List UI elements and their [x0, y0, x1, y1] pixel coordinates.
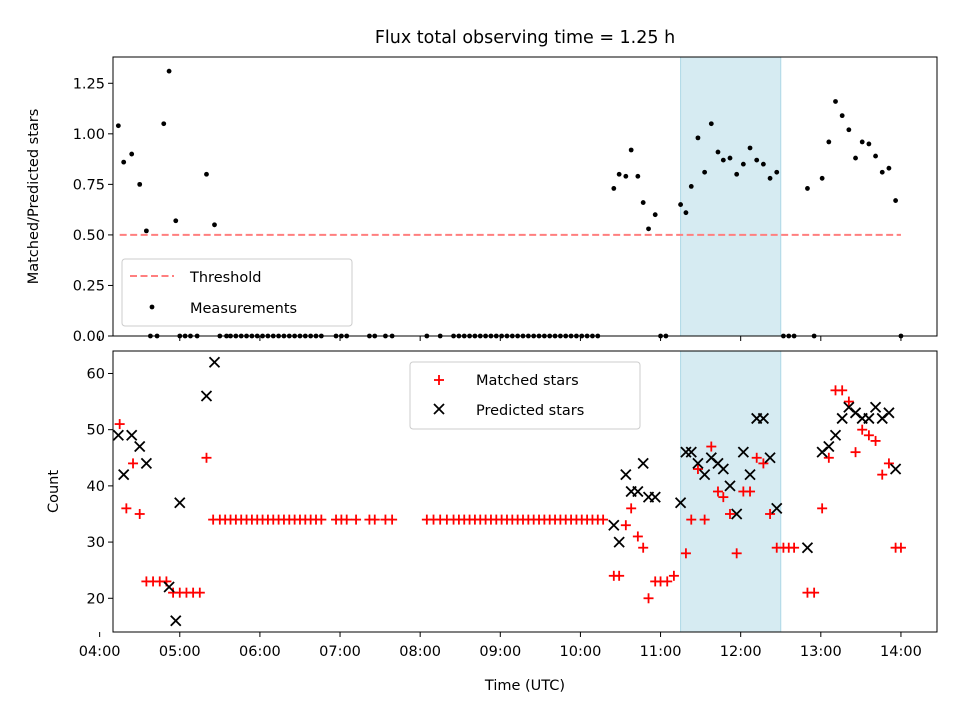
y-tick-label: 50 — [87, 423, 105, 439]
measurement-point — [696, 135, 701, 140]
legend-measurements-swatch — [150, 305, 155, 310]
x-tick-label: 09:00 — [479, 644, 521, 660]
x-tick-label: 14:00 — [880, 644, 922, 660]
measurement-point — [678, 202, 683, 207]
measurement-point — [623, 174, 628, 179]
measurement-point — [734, 172, 739, 177]
measurement-point — [748, 146, 753, 151]
measurement-point — [129, 152, 134, 157]
measurement-point — [646, 226, 651, 231]
y-tick-label: 40 — [87, 479, 105, 495]
highlight-span-bottom — [681, 351, 781, 632]
highlight-span-rect — [681, 57, 781, 336]
legend-threshold-label: Threshold — [189, 270, 261, 286]
measurement-point — [853, 156, 858, 161]
x-tick-label: 04:00 — [79, 644, 121, 660]
measurement-point — [873, 154, 878, 159]
chart-figure: Flux total observing time = 1.25 h Match… — [0, 0, 960, 720]
legend-measurements-label: Measurements — [190, 301, 297, 317]
measurement-point — [893, 198, 898, 203]
measurement-point — [212, 222, 217, 227]
measurement-point — [774, 170, 779, 175]
measurement-point — [611, 186, 616, 191]
y-tick-label: 1.00 — [73, 127, 105, 143]
measurement-point — [137, 182, 142, 187]
y-tick-label: 0.25 — [73, 278, 105, 294]
measurement-point — [161, 121, 166, 126]
measurement-point — [840, 113, 845, 118]
measurement-point — [144, 228, 149, 233]
measurement-point — [880, 170, 885, 175]
highlight-span-top — [681, 57, 781, 336]
x-tick-label: 13:00 — [800, 644, 842, 660]
measurement-point — [728, 156, 733, 161]
measurement-point — [833, 99, 838, 104]
x-tick-label: 06:00 — [239, 644, 281, 660]
x-axis-label: Time (UTC) — [484, 678, 565, 694]
measurement-point — [741, 162, 746, 167]
x-tick-label: 05:00 — [159, 644, 201, 660]
measurement-point — [689, 184, 694, 189]
measurement-point — [754, 158, 759, 163]
legend-bottom: Matched stars Predicted stars — [410, 362, 640, 429]
y-tick-label: 1.25 — [73, 76, 105, 92]
measurement-point — [887, 166, 892, 171]
measurement-point — [204, 172, 209, 177]
measurement-point — [826, 140, 831, 145]
legend-matched-label: Matched stars — [476, 373, 579, 389]
measurement-point — [805, 186, 810, 191]
y-axis-label-ratio: Matched/Predicted stars — [26, 109, 42, 285]
measurement-point — [116, 123, 121, 128]
measurement-point — [709, 121, 714, 126]
y-tick-label: 0.75 — [73, 177, 105, 193]
highlight-span-rect — [681, 351, 781, 632]
x-tick-label: 07:00 — [319, 644, 361, 660]
y-tick-label: 0.00 — [73, 329, 105, 345]
x-tick-label: 12:00 — [720, 644, 762, 660]
measurement-point — [684, 210, 689, 215]
measurement-point — [846, 127, 851, 132]
measurement-point — [635, 174, 640, 179]
measurement-point — [173, 218, 178, 223]
x-tick-label: 08:00 — [399, 644, 441, 660]
measurement-point — [617, 172, 622, 177]
measurement-point — [866, 142, 871, 147]
measurement-point — [702, 170, 707, 175]
measurement-point — [761, 162, 766, 167]
measurement-point — [167, 69, 172, 74]
measurement-point — [629, 148, 634, 153]
measurement-point — [820, 176, 825, 181]
measurement-point — [653, 212, 658, 217]
y-tick-label: 20 — [87, 591, 105, 607]
y-tick-label: 30 — [87, 535, 105, 551]
measurement-point — [121, 160, 126, 165]
measurement-point — [860, 140, 865, 145]
measurement-point — [716, 150, 721, 155]
measurement-point — [641, 200, 646, 205]
legend-top: Threshold Measurements — [122, 259, 352, 326]
y-tick-label: 60 — [87, 366, 105, 382]
y-tick-label: 0.50 — [73, 228, 105, 244]
chart-title: Flux total observing time = 1.25 h — [375, 28, 675, 48]
measurement-point — [721, 158, 726, 163]
x-tick-label: 10:00 — [560, 644, 602, 660]
chart-svg: Flux total observing time = 1.25 h Match… — [0, 0, 960, 720]
legend-predicted-label: Predicted stars — [476, 403, 584, 419]
measurement-point — [768, 176, 773, 181]
y-axis-label-count: Count — [46, 470, 62, 513]
x-tick-label: 11:00 — [640, 644, 682, 660]
